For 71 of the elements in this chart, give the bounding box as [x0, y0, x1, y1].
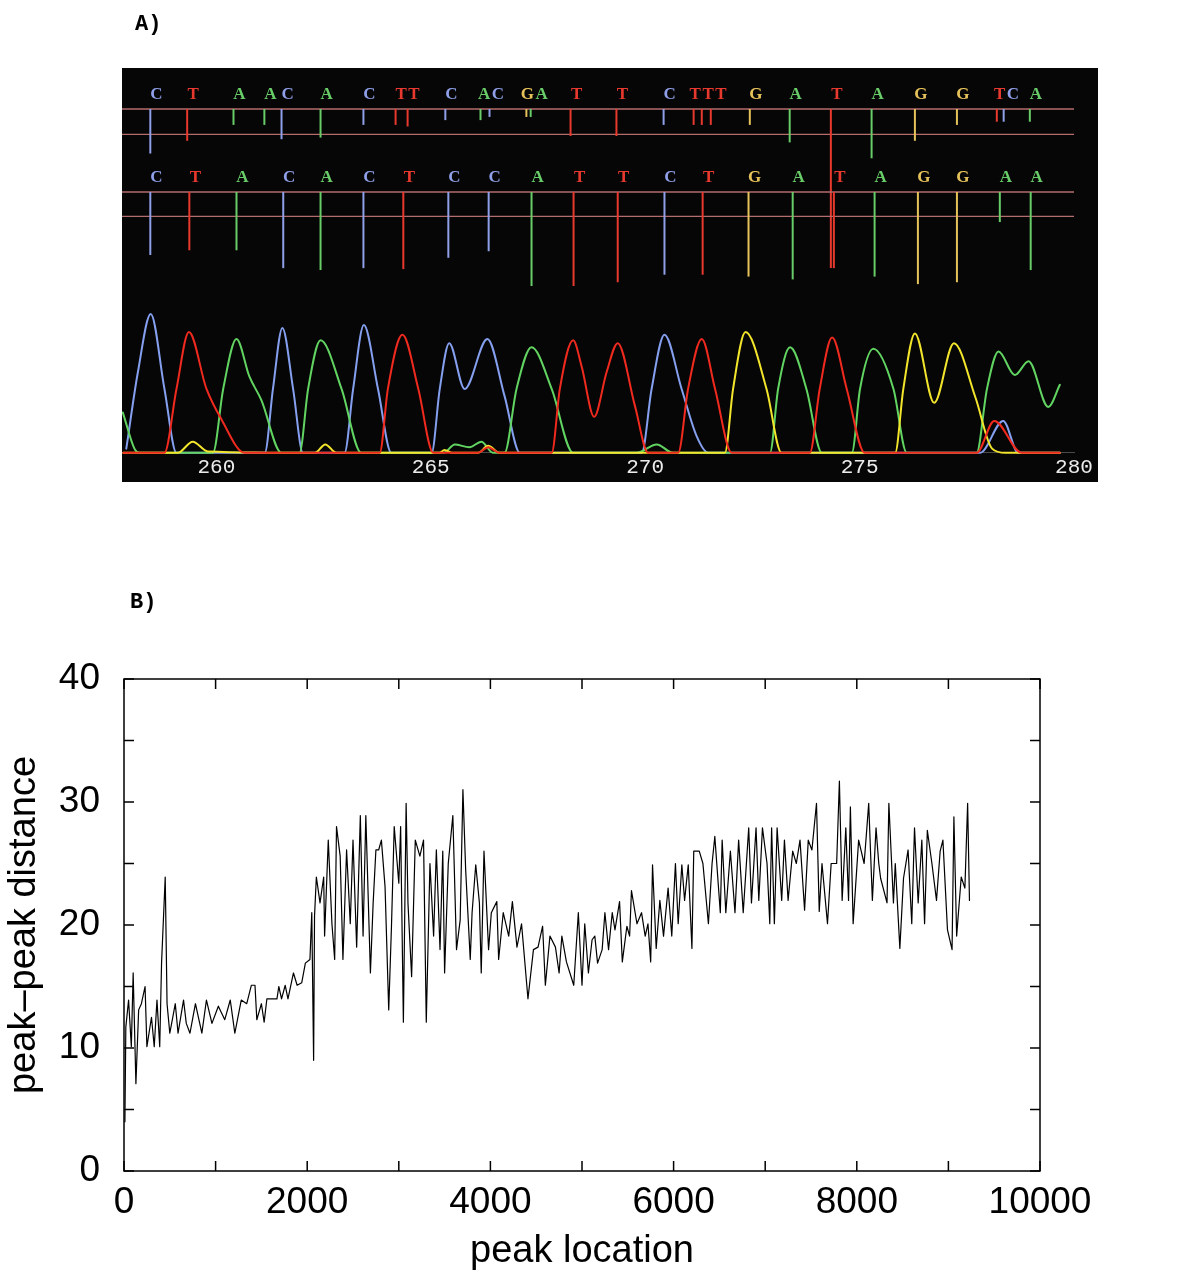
annotation: T — [702, 166, 715, 186]
y-tick-label: 40 — [58, 656, 100, 698]
annotation: A — [999, 166, 1013, 186]
x-tick-label: 6000 — [632, 1180, 715, 1222]
text: G — [749, 83, 763, 103]
annotation: T — [573, 166, 586, 186]
y-tick-label: 0 — [79, 1148, 100, 1190]
annotation: C — [488, 166, 501, 186]
x-axis-title: peak location — [470, 1227, 694, 1270]
annotation: G — [956, 166, 970, 186]
annotation: C — [448, 166, 461, 186]
text: A — [233, 83, 247, 103]
annotation: A — [1030, 166, 1044, 186]
text: G — [520, 83, 535, 103]
x-tick-label: 2000 — [266, 1180, 349, 1222]
text: C — [281, 83, 294, 103]
annotation: G — [747, 166, 762, 186]
chart-title: A) — [135, 12, 162, 37]
x-tick-label: 0 — [113, 1180, 135, 1222]
text: A — [535, 83, 549, 103]
text: T — [395, 83, 408, 103]
text: A — [264, 83, 278, 103]
text: C — [1006, 83, 1020, 103]
text: A — [1029, 83, 1043, 103]
y-tick-label: 30 — [58, 779, 100, 821]
x-tick-label: 280 — [1055, 455, 1093, 479]
annotation: T — [189, 166, 202, 186]
text: T — [689, 83, 702, 103]
text: A — [320, 83, 334, 103]
annotation: C — [150, 166, 163, 186]
annotation: T — [403, 166, 416, 186]
x-tick-label: 8000 — [815, 1180, 898, 1222]
text: T — [702, 83, 715, 103]
text: A — [789, 83, 803, 103]
text: G — [956, 83, 970, 103]
annotation: A — [320, 166, 334, 186]
annotation: C — [363, 166, 376, 186]
text: T — [570, 83, 583, 103]
text: A — [477, 83, 491, 103]
annotation: A — [874, 166, 888, 186]
text: T — [616, 83, 629, 103]
text: T — [408, 83, 421, 103]
annotation: T — [834, 166, 847, 186]
text: T — [831, 83, 844, 103]
text: G — [914, 83, 928, 103]
x-tick-label: 4000 — [449, 1180, 532, 1222]
text: C — [363, 83, 376, 103]
x-tick-label: 10000 — [988, 1180, 1092, 1222]
text: C — [445, 83, 458, 103]
y-axis-title: peak–peak distance — [1, 755, 44, 1095]
y-tick-label: 10 — [58, 1025, 100, 1067]
x-tick-label: 270 — [626, 455, 665, 479]
text: C — [491, 83, 505, 103]
annotation: A — [792, 166, 806, 186]
text: C — [663, 83, 676, 103]
text: A — [871, 83, 885, 103]
annotation: A — [531, 166, 545, 186]
text: C — [150, 83, 163, 103]
text: T — [715, 83, 728, 103]
text: T — [187, 83, 200, 103]
x-tick-label: 260 — [197, 455, 236, 479]
annotation: C — [664, 166, 677, 186]
chart-title: B) — [130, 590, 157, 615]
annotation: C — [283, 166, 296, 186]
annotation: A — [236, 166, 250, 186]
x-tick-label: 265 — [411, 455, 450, 479]
annotation: G — [917, 166, 931, 186]
y-tick-label: 20 — [58, 902, 100, 944]
text: T — [993, 83, 1006, 103]
annotation: T — [618, 166, 631, 186]
x-tick-label: 275 — [840, 455, 879, 479]
